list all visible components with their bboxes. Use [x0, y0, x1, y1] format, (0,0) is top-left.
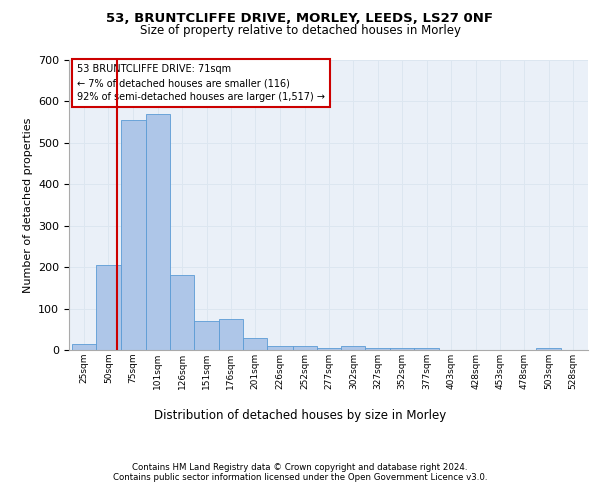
- Text: Size of property relative to detached houses in Morley: Size of property relative to detached ho…: [139, 24, 461, 37]
- Bar: [293, 346, 317, 350]
- Text: Contains HM Land Registry data © Crown copyright and database right 2024.: Contains HM Land Registry data © Crown c…: [132, 464, 468, 472]
- Bar: [317, 348, 341, 350]
- Text: Contains public sector information licensed under the Open Government Licence v3: Contains public sector information licen…: [113, 472, 487, 482]
- Bar: [414, 348, 439, 350]
- Bar: [146, 114, 170, 350]
- Bar: [170, 276, 194, 350]
- Text: 53 BRUNTCLIFFE DRIVE: 71sqm
← 7% of detached houses are smaller (116)
92% of sem: 53 BRUNTCLIFFE DRIVE: 71sqm ← 7% of deta…: [77, 64, 325, 102]
- Bar: [267, 346, 293, 350]
- Bar: [194, 321, 218, 350]
- Bar: [121, 120, 146, 350]
- Y-axis label: Number of detached properties: Number of detached properties: [23, 118, 32, 292]
- Bar: [365, 348, 390, 350]
- Text: Distribution of detached houses by size in Morley: Distribution of detached houses by size …: [154, 410, 446, 422]
- Bar: [243, 338, 267, 350]
- Bar: [72, 344, 96, 350]
- Bar: [536, 348, 561, 350]
- Bar: [341, 346, 365, 350]
- Bar: [390, 348, 414, 350]
- Text: 53, BRUNTCLIFFE DRIVE, MORLEY, LEEDS, LS27 0NF: 53, BRUNTCLIFFE DRIVE, MORLEY, LEEDS, LS…: [107, 12, 493, 26]
- Bar: [218, 319, 243, 350]
- Bar: [96, 265, 121, 350]
